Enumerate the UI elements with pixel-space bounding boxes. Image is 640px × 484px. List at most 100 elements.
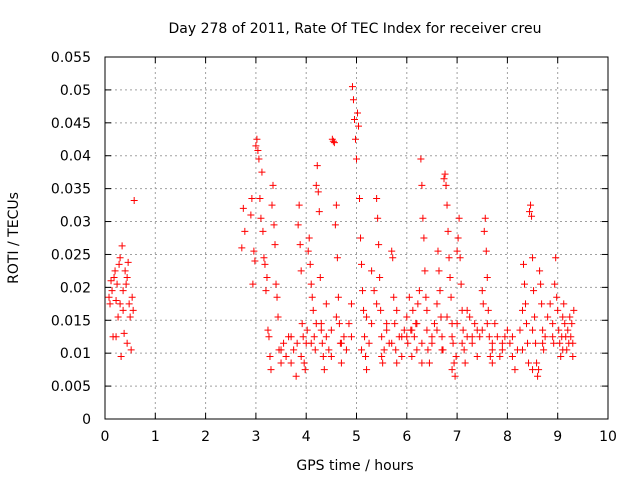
data-point bbox=[393, 359, 401, 367]
data-point bbox=[116, 300, 124, 308]
y-tick-label: 0.055 bbox=[51, 50, 91, 66]
data-point bbox=[538, 300, 546, 308]
x-tick-label: 7 bbox=[453, 429, 462, 445]
data-point bbox=[541, 333, 549, 341]
data-point bbox=[437, 313, 445, 321]
data-point bbox=[438, 346, 446, 354]
data-point bbox=[298, 320, 306, 328]
data-point bbox=[360, 306, 368, 314]
data-point bbox=[479, 300, 487, 308]
data-point bbox=[337, 339, 345, 347]
data-point bbox=[280, 339, 288, 347]
data-point bbox=[433, 300, 441, 308]
data-point bbox=[239, 204, 247, 212]
data-point bbox=[549, 333, 557, 341]
x-tick-label: 1 bbox=[151, 429, 160, 445]
data-point bbox=[314, 188, 322, 196]
data-point bbox=[253, 135, 261, 143]
data-point bbox=[322, 333, 330, 341]
data-point bbox=[373, 195, 381, 203]
data-point bbox=[114, 313, 122, 321]
data-point bbox=[274, 313, 282, 321]
data-point bbox=[124, 258, 132, 266]
data-point bbox=[317, 326, 325, 334]
data-point bbox=[448, 333, 456, 341]
data-point bbox=[107, 277, 115, 285]
data-point bbox=[304, 247, 312, 255]
data-point bbox=[498, 346, 506, 354]
data-point bbox=[554, 306, 562, 314]
data-point bbox=[537, 280, 545, 288]
data-point bbox=[273, 293, 281, 301]
data-point bbox=[449, 339, 457, 347]
data-point bbox=[569, 352, 577, 360]
data-point bbox=[301, 366, 309, 374]
data-point bbox=[529, 326, 537, 334]
data-point bbox=[452, 352, 460, 360]
data-point bbox=[383, 326, 391, 334]
data-point bbox=[345, 320, 353, 328]
data-point bbox=[459, 326, 467, 334]
data-point bbox=[361, 333, 369, 341]
data-point bbox=[493, 333, 501, 341]
data-point bbox=[334, 293, 342, 301]
data-point bbox=[267, 366, 275, 374]
data-point bbox=[404, 339, 412, 347]
data-point bbox=[529, 254, 537, 262]
data-point bbox=[353, 155, 360, 163]
data-point bbox=[307, 280, 315, 288]
data-point bbox=[393, 306, 401, 314]
data-point bbox=[484, 306, 492, 314]
data-point bbox=[358, 260, 366, 268]
data-point bbox=[549, 320, 557, 328]
data-point bbox=[250, 247, 258, 255]
data-point bbox=[485, 333, 493, 341]
data-point bbox=[434, 247, 442, 255]
data-point bbox=[312, 320, 320, 328]
data-point bbox=[389, 254, 397, 262]
data-point bbox=[116, 254, 124, 262]
data-point bbox=[455, 214, 463, 222]
data-point bbox=[461, 359, 469, 367]
data-point bbox=[287, 359, 295, 367]
data-point bbox=[443, 313, 451, 321]
data-point bbox=[332, 313, 340, 321]
x-tick-label: 5 bbox=[352, 429, 361, 445]
x-tick-label: 8 bbox=[503, 429, 512, 445]
y-tick-label: 0.03 bbox=[60, 215, 91, 231]
data-point bbox=[296, 241, 304, 249]
data-point bbox=[261, 260, 269, 268]
data-point bbox=[123, 339, 131, 347]
data-point bbox=[365, 339, 373, 347]
data-point bbox=[265, 333, 273, 341]
data-point bbox=[403, 313, 411, 321]
data-point bbox=[297, 267, 305, 275]
data-point bbox=[488, 359, 496, 367]
data-point bbox=[463, 306, 471, 314]
data-point bbox=[539, 326, 547, 334]
data-point bbox=[247, 211, 255, 219]
data-point bbox=[105, 293, 113, 301]
data-point bbox=[351, 135, 359, 143]
data-point bbox=[316, 273, 324, 281]
data-point bbox=[408, 352, 416, 360]
data-point bbox=[333, 254, 341, 262]
data-point bbox=[531, 313, 539, 321]
data-point bbox=[332, 201, 340, 209]
data-point bbox=[534, 372, 542, 380]
x-tick-label: 6 bbox=[402, 429, 411, 445]
data-point bbox=[420, 234, 428, 242]
data-point bbox=[438, 333, 446, 341]
data-point bbox=[312, 181, 320, 189]
data-point bbox=[383, 320, 391, 328]
data-points bbox=[105, 83, 578, 380]
data-point bbox=[501, 333, 509, 341]
data-point bbox=[423, 306, 431, 314]
data-point bbox=[121, 267, 129, 275]
data-point bbox=[268, 201, 276, 209]
data-point bbox=[259, 227, 267, 235]
data-point bbox=[330, 139, 338, 147]
data-point bbox=[342, 346, 350, 354]
data-point bbox=[403, 333, 411, 341]
data-point bbox=[363, 313, 371, 321]
